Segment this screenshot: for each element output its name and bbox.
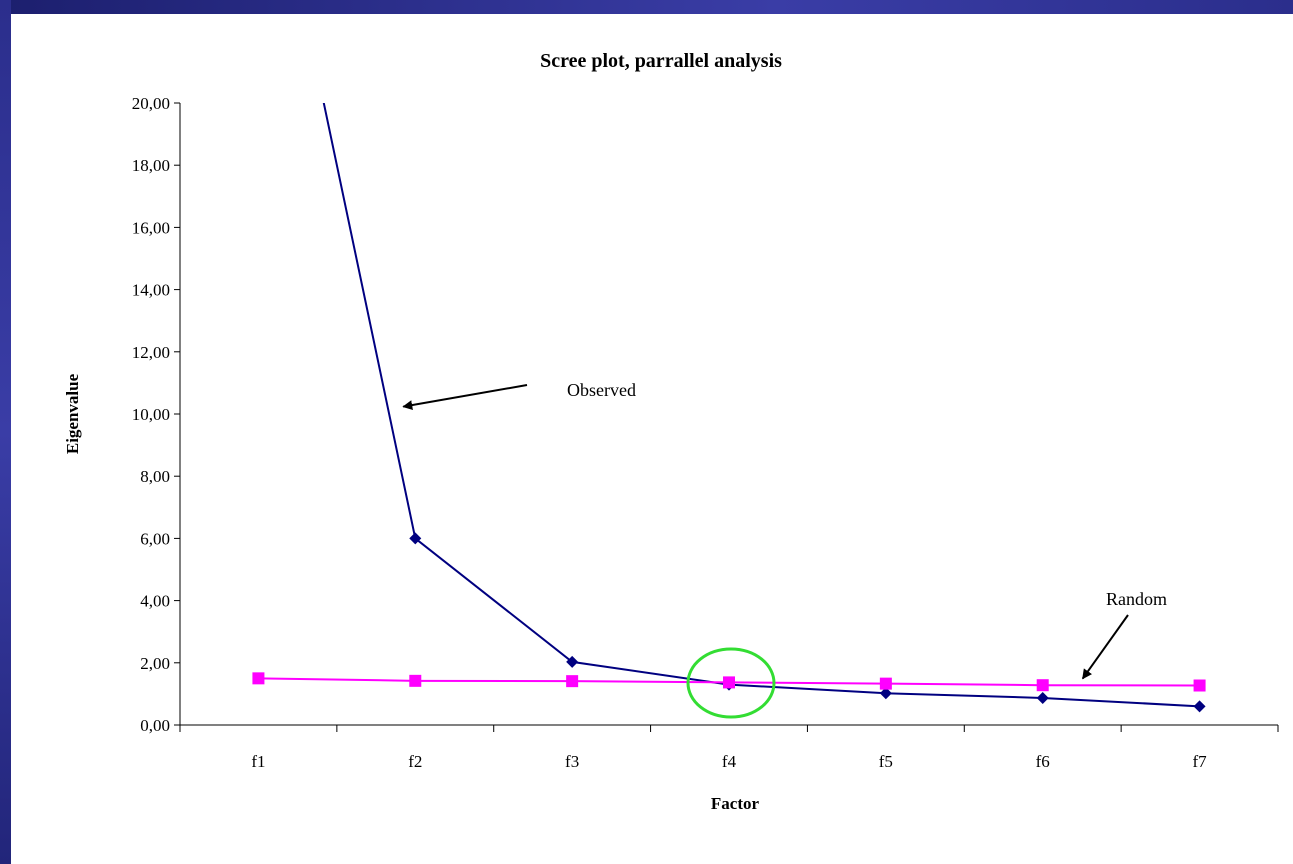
x-tick-label-f2: f2 xyxy=(408,752,422,771)
x-tick-label-f1: f1 xyxy=(251,752,265,771)
y-axis-label: Eigenvalue xyxy=(63,373,82,454)
highlight-circle xyxy=(686,647,776,719)
chart-title: Scree plot, parrallel analysis xyxy=(540,50,782,72)
axes xyxy=(179,103,1278,726)
y-tick-label: 10,00 xyxy=(132,405,170,424)
point-random-f5 xyxy=(879,677,892,690)
series-observed xyxy=(322,103,1206,713)
series-random xyxy=(252,672,1206,692)
slide-left-bar xyxy=(0,0,11,864)
y-tick-label: 12,00 xyxy=(132,343,170,362)
y-tick-label: 2,00 xyxy=(140,654,170,673)
x-ticks: f1 f2 f3 f4 f5 f6 f7 xyxy=(179,725,1279,771)
x-tick-label-f6: f6 xyxy=(1036,752,1050,771)
point-random-f7 xyxy=(1193,679,1206,692)
y-tick-label: 20,00 xyxy=(132,94,170,113)
annotation-random: Random xyxy=(1106,589,1167,609)
x-tick-label-f3: f3 xyxy=(565,752,579,771)
x-axis-label: Factor xyxy=(711,794,760,813)
point-random-f3 xyxy=(566,675,579,688)
point-observed-f5 xyxy=(879,687,892,700)
point-observed-f7 xyxy=(1193,700,1206,713)
y-tick-label: 8,00 xyxy=(140,467,170,486)
point-random-f6 xyxy=(1036,679,1049,692)
slide-top-bar xyxy=(0,0,1293,14)
annotation-arrow-observed xyxy=(402,384,528,411)
y-tick-label: 4,00 xyxy=(140,592,170,611)
y-tick-label: 18,00 xyxy=(132,156,170,175)
point-random-f2 xyxy=(409,674,422,687)
annotation-observed: Observed xyxy=(567,380,636,400)
point-observed-f6 xyxy=(1036,691,1049,704)
y-ticks: 0,00 2,00 4,00 6,00 8,00 10,00 12,00 14,00 16,00… xyxy=(132,94,180,735)
x-tick-label-f5: f5 xyxy=(879,752,893,771)
y-tick-label: 0,00 xyxy=(140,716,170,735)
annotation-layer: Observed Random xyxy=(402,380,1167,680)
x-tick-label-f4: f4 xyxy=(722,752,737,771)
annotation-arrow-random xyxy=(1081,614,1129,680)
y-tick-label: 14,00 xyxy=(132,281,170,300)
point-observed-f3 xyxy=(566,655,579,668)
point-observed-f2 xyxy=(409,532,422,545)
x-tick-label-f7: f7 xyxy=(1192,752,1207,771)
point-random-f4 xyxy=(723,676,735,689)
y-tick-label: 16,00 xyxy=(132,218,170,237)
y-tick-label: 6,00 xyxy=(140,529,170,548)
point-random-f1 xyxy=(252,672,265,685)
series-line-observed xyxy=(322,103,1200,708)
series-layer xyxy=(252,103,1206,719)
